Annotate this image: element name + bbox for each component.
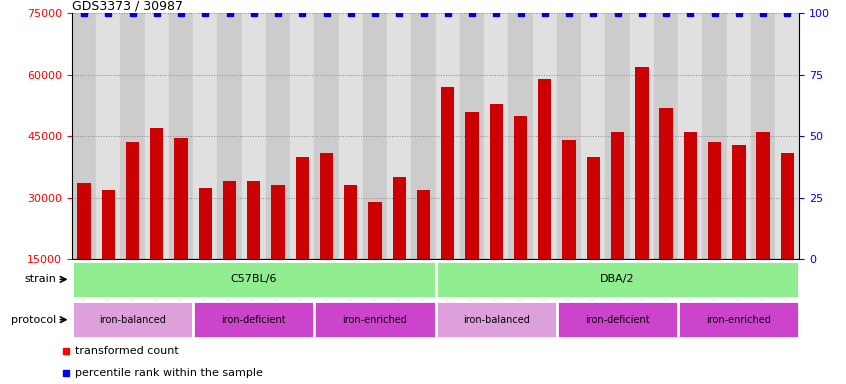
Bar — [266, 13, 290, 259]
Bar — [538, 79, 552, 321]
Bar — [581, 13, 606, 259]
Bar — [102, 190, 115, 321]
Bar — [702, 13, 727, 259]
Bar — [393, 177, 406, 321]
Bar — [363, 13, 387, 259]
Bar — [533, 13, 557, 259]
Bar — [436, 261, 799, 298]
Bar — [72, 13, 96, 259]
Bar — [77, 184, 91, 321]
Bar — [460, 13, 484, 259]
Bar — [145, 13, 169, 259]
Bar — [508, 13, 533, 259]
Bar — [295, 157, 309, 321]
Text: iron-balanced: iron-balanced — [463, 314, 530, 325]
Bar — [436, 13, 460, 259]
Bar — [193, 301, 315, 338]
Text: iron-balanced: iron-balanced — [99, 314, 166, 325]
Bar — [586, 157, 600, 321]
Text: strain: strain — [25, 274, 56, 285]
Bar — [320, 153, 333, 321]
Bar — [678, 13, 702, 259]
Bar — [436, 301, 557, 338]
Bar — [484, 13, 508, 259]
Bar — [387, 13, 411, 259]
Bar — [629, 13, 654, 259]
Bar — [315, 301, 436, 338]
Bar — [126, 142, 140, 321]
Text: DBA/2: DBA/2 — [601, 274, 634, 285]
Bar — [557, 13, 581, 259]
Bar — [72, 261, 436, 298]
Bar — [751, 13, 775, 259]
Bar — [490, 104, 503, 321]
Bar — [315, 13, 338, 259]
Bar — [217, 13, 242, 259]
Bar — [756, 132, 770, 321]
Bar — [150, 128, 163, 321]
Bar — [193, 13, 217, 259]
Bar — [708, 142, 722, 321]
Bar — [199, 187, 212, 321]
Text: protocol: protocol — [11, 314, 56, 325]
Bar — [775, 13, 799, 259]
Bar — [174, 138, 188, 321]
Bar — [635, 67, 649, 321]
Bar — [611, 132, 624, 321]
Bar — [222, 181, 236, 321]
Bar — [557, 301, 678, 338]
Bar — [96, 13, 120, 259]
Text: C57BL/6: C57BL/6 — [231, 274, 277, 285]
Bar — [338, 13, 363, 259]
Bar — [120, 13, 145, 259]
Text: percentile rank within the sample: percentile rank within the sample — [75, 368, 263, 378]
Bar — [514, 116, 527, 321]
Bar — [465, 112, 479, 321]
Bar — [247, 181, 261, 321]
Bar — [563, 141, 576, 321]
Bar — [72, 301, 193, 338]
Bar — [411, 13, 436, 259]
Text: transformed count: transformed count — [75, 346, 179, 356]
Text: iron-deficient: iron-deficient — [585, 314, 650, 325]
Text: iron-enriched: iron-enriched — [706, 314, 772, 325]
Bar — [654, 13, 678, 259]
Bar — [781, 153, 794, 321]
Bar — [272, 185, 285, 321]
Text: iron-deficient: iron-deficient — [222, 314, 286, 325]
Text: GDS3373 / 30987: GDS3373 / 30987 — [72, 0, 183, 12]
Bar — [678, 301, 799, 338]
Bar — [727, 13, 751, 259]
Bar — [417, 190, 431, 321]
Bar — [684, 132, 697, 321]
Bar — [290, 13, 315, 259]
Bar — [344, 185, 358, 321]
Text: iron-enriched: iron-enriched — [343, 314, 408, 325]
Bar — [732, 144, 745, 321]
Bar — [242, 13, 266, 259]
Bar — [659, 108, 673, 321]
Bar — [169, 13, 193, 259]
Bar — [441, 87, 454, 321]
Bar — [368, 202, 382, 321]
Bar — [606, 13, 629, 259]
